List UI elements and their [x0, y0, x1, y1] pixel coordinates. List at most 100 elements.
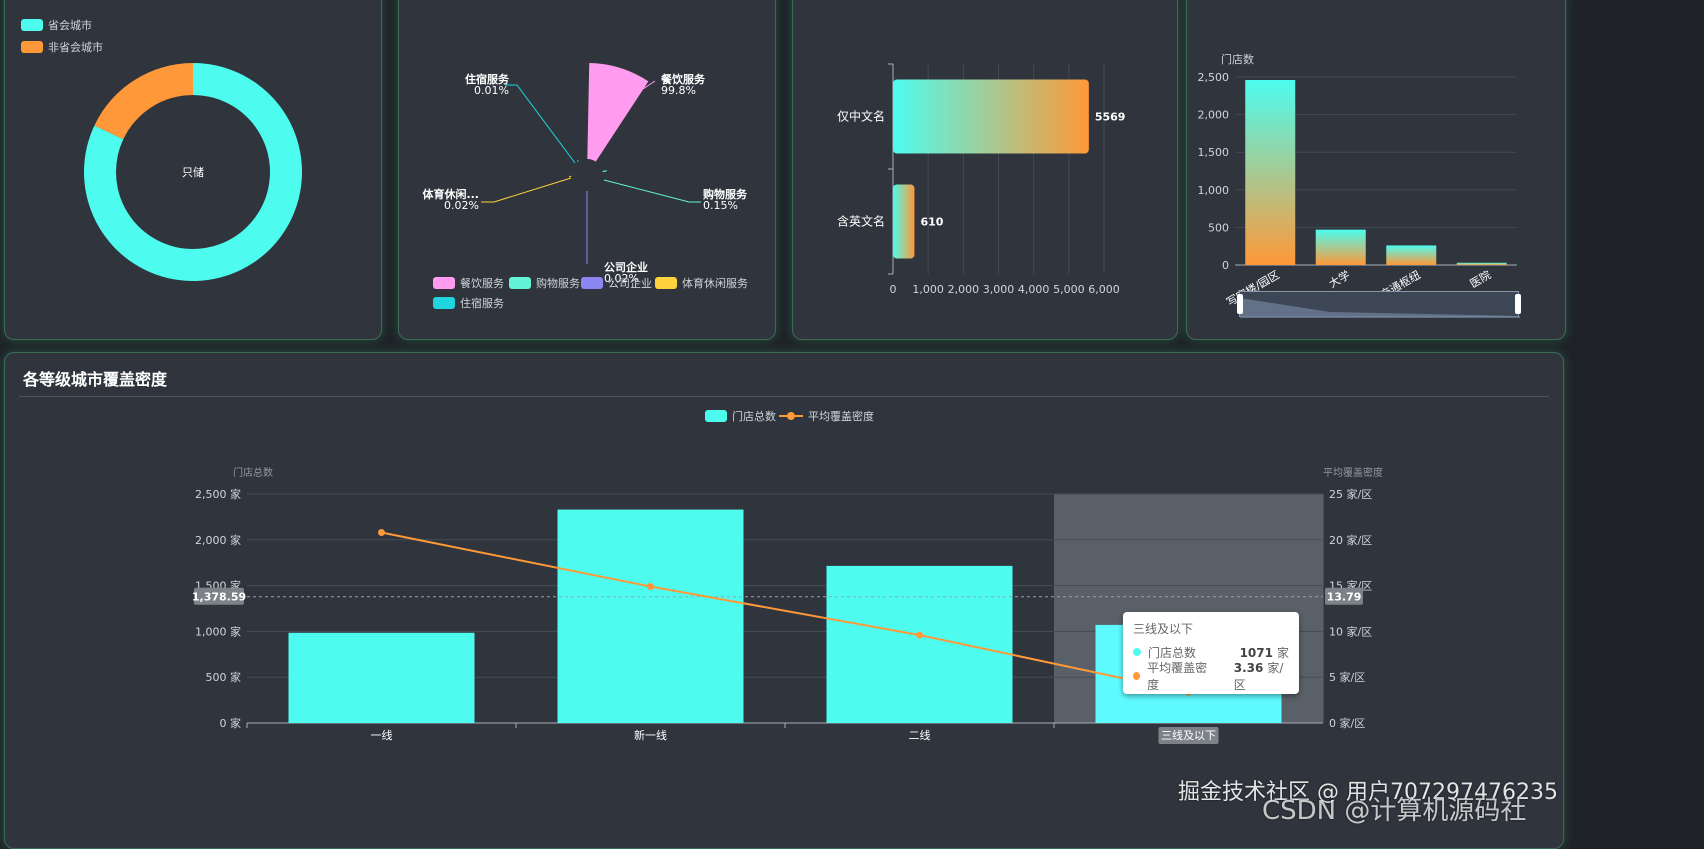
tooltip-label: 门店总数 [1148, 644, 1196, 661]
rose-label-percent-0: 99.8% [661, 84, 696, 97]
data-label: 610 [920, 216, 943, 229]
legend-swatch [581, 277, 603, 289]
x-tick-label: 二线 [909, 728, 931, 742]
y-tick-label: 仅中文名 [837, 109, 885, 124]
donut-slice-1 [94, 63, 193, 139]
rose-leader-line-3 [481, 178, 571, 202]
rose-label-percent-3: 0.02% [444, 199, 479, 212]
y-tick-label-left: 1,000 家 [195, 624, 241, 638]
legend-label: 体育休闲服务 [682, 275, 748, 291]
x-tick-label: 4,000 [1018, 283, 1050, 296]
bar [289, 633, 475, 723]
y-tick-label-right: 25 家/区 [1329, 487, 1372, 501]
y-tick-label: 0 [1222, 259, 1229, 272]
legend-swatch [509, 277, 531, 289]
location-bar-chart: 门店数05001,0001,5002,0002,500写字楼/园区大学交通枢纽医… [1187, 0, 1565, 339]
x-tick-label: 6,000 [1088, 283, 1120, 296]
legend-swatch [655, 277, 677, 289]
rose-slice-4 [578, 161, 579, 162]
legend-company[interactable]: 公司企业 [581, 275, 652, 291]
legend-food[interactable]: 餐饮服务 [433, 275, 504, 291]
watermark-csdn: CSDN @计算机源码社 [1262, 790, 1526, 827]
y-tick-label-left: 2,000 家 [195, 533, 241, 547]
tooltip-dot [1133, 648, 1141, 656]
tooltip-number: 3.36 [1234, 661, 1264, 675]
y-tick-label: 2,000 [1198, 109, 1230, 122]
legend-shopping[interactable]: 购物服务 [509, 275, 580, 291]
tooltip-dot [1133, 672, 1140, 680]
donut-chart: 只储 [5, 0, 381, 339]
tooltip-number: 1071 [1240, 646, 1273, 660]
x-tick-label: 一线 [371, 728, 393, 742]
tooltip-value: 1071 家 [1218, 644, 1289, 661]
y-tick-label-right: 10 家/区 [1329, 624, 1372, 638]
legend-swatch [433, 297, 455, 309]
bar [893, 185, 914, 259]
x-tick-label: 新一线 [634, 728, 667, 742]
crosshair-label-right: 13.79 [1327, 591, 1362, 604]
data-label: 5569 [1095, 111, 1126, 124]
x-tick-label: 2,000 [948, 283, 980, 296]
y-tick-label: 500 [1208, 221, 1229, 234]
x-tick-label: 3,000 [983, 283, 1015, 296]
rose-slice-0 [587, 63, 648, 162]
legend-label: 住宿服务 [460, 295, 504, 311]
y-tick-label-right: 20 家/区 [1329, 533, 1372, 547]
y-tick-label-left: 500 家 [206, 670, 242, 684]
legend-label: 餐饮服务 [460, 275, 504, 291]
bar [1245, 80, 1295, 265]
x-tick-label: 1,000 [912, 283, 944, 296]
density-point [916, 632, 923, 639]
x-tick-label: 医院 [1467, 267, 1493, 290]
datazoom-handle-left[interactable] [1237, 294, 1243, 314]
y-axis-label: 门店数 [1221, 52, 1254, 66]
x-tick-label: 0 [890, 283, 897, 296]
rose-center [571, 159, 603, 191]
legend-swatch [433, 277, 455, 289]
y-tick-label: 含英文名 [837, 214, 885, 229]
tooltip-label: 平均覆盖密度 [1147, 659, 1212, 693]
bar [827, 566, 1013, 723]
crosshair-label-left: 1,378.59 [192, 591, 246, 604]
density-point [378, 529, 385, 536]
legend-label: 购物服务 [536, 275, 580, 291]
rose-leader-line-4 [505, 85, 575, 163]
legend-hotel[interactable]: 住宿服务 [433, 295, 504, 311]
x-tick-label: 5,000 [1053, 283, 1085, 296]
rose-label-percent-1: 0.15% [703, 199, 738, 212]
tooltip-title: 三线及以下 [1133, 618, 1289, 640]
tooltip-unit: 家 [1277, 646, 1289, 660]
y-axis-label-left: 门店总数 [233, 466, 273, 479]
x-tick-label: 大学 [1326, 267, 1352, 290]
bar [1457, 263, 1507, 265]
bar [893, 80, 1089, 154]
y-tick-label-right: 5 家/区 [1329, 670, 1365, 684]
rose-slice-1 [603, 171, 607, 172]
bar [1316, 230, 1366, 265]
y-axis-label-right: 平均覆盖密度 [1323, 466, 1383, 479]
y-tick-label: 1,000 [1198, 184, 1230, 197]
legend-label: 公司企业 [608, 275, 652, 291]
density-point [647, 583, 654, 590]
legend-sports[interactable]: 体育休闲服务 [655, 275, 748, 291]
datazoom-handle-right[interactable] [1515, 294, 1521, 314]
y-tick-label-left: 2,500 家 [195, 487, 241, 501]
province-capital-panel: 省会城市 非省会城市 只储 [4, 0, 382, 340]
y-tick-label-right: 0 家/区 [1329, 716, 1365, 730]
y-tick-label: 1,500 [1198, 146, 1230, 159]
y-tick-label: 2,500 [1198, 71, 1230, 84]
bar [558, 510, 744, 723]
datazoom-slider[interactable] [1239, 291, 1519, 317]
rose-label-percent-4: 0.01% [474, 84, 509, 97]
datazoom-preview [1240, 292, 1520, 318]
y-tick-label-left: 0 家 [220, 716, 242, 730]
rose-leader-line-1 [604, 180, 701, 202]
donut-center-label: 只储 [182, 165, 204, 179]
